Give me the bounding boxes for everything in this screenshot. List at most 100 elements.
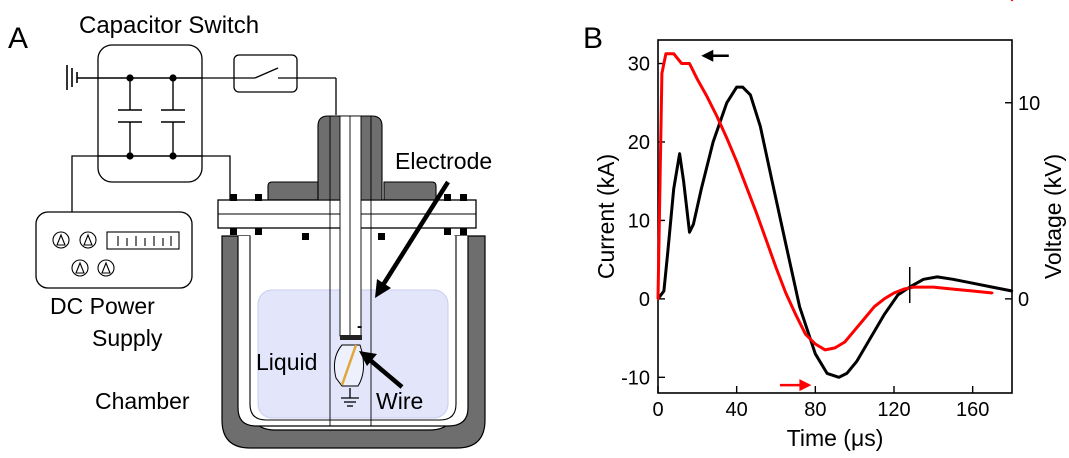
- electrode-label: Electrode: [395, 148, 492, 174]
- chamber-label: Chamber: [95, 388, 190, 414]
- series-2-point: [656, 297, 660, 301]
- ground-icon: [66, 65, 98, 90]
- series-1-point: [837, 376, 841, 379]
- series-2-point: [804, 332, 807, 336]
- series-2-point: [823, 348, 827, 352]
- x-axis-label: Time (μs): [787, 425, 884, 451]
- series-1-point: [700, 187, 703, 191]
- minus-sign: -: [357, 318, 362, 335]
- series-1-point: [688, 230, 691, 234]
- series-1-point: [692, 223, 695, 226]
- series-1-point: [896, 293, 900, 297]
- series-2-point: [725, 136, 729, 140]
- series-2-point: [755, 211, 758, 214]
- series-2-point: [892, 291, 896, 295]
- series-2-point: [814, 342, 817, 346]
- series-2-point: [764, 238, 768, 242]
- y-left-axis-label: Current (kA): [593, 154, 619, 279]
- capacitor-bank: [97, 44, 203, 183]
- series-1-point: [725, 101, 729, 104]
- y-left-tick-label: 30: [628, 54, 650, 76]
- series-2-point: [774, 266, 778, 269]
- series-2-point: [833, 346, 837, 350]
- series-1-point: [741, 85, 744, 89]
- series-1-point: [784, 242, 788, 246]
- series-1-point: [678, 152, 681, 155]
- series-1-point: [814, 352, 817, 355]
- series-line-1: [656, 85, 1013, 379]
- annotation-arrowhead-right: [799, 379, 812, 392]
- series-2-point: [843, 340, 847, 344]
- dc-power-label-line1: DC Power: [50, 293, 155, 319]
- electrode-arrow: [375, 180, 450, 298]
- dc-power-supply: [35, 211, 193, 289]
- series-1-point: [825, 372, 829, 375]
- series-1-point: [666, 250, 670, 253]
- y-right-tick-label: 0: [1018, 289, 1029, 311]
- y-right-axis-label: Voltage (kV): [1040, 154, 1066, 279]
- series-1-point: [922, 278, 925, 281]
- series-2-point: [873, 305, 876, 308]
- series-1-point: [855, 360, 858, 363]
- series-2-point: [680, 62, 683, 65]
- series-1-point: [882, 313, 886, 316]
- series-1-point: [936, 275, 939, 279]
- series-1-point: [749, 93, 752, 97]
- series-1-point: [869, 336, 872, 340]
- series-1-point: [845, 372, 848, 375]
- panel-b-letter: B: [583, 22, 603, 55]
- series-1-point: [735, 85, 738, 89]
- series-1-point: [991, 285, 994, 289]
- series-2-point: [882, 297, 886, 301]
- y-left-tick-label: 10: [628, 210, 650, 232]
- series-2-point: [794, 313, 797, 316]
- series-2-point: [688, 62, 691, 65]
- series-2-point: [715, 115, 719, 118]
- series-2-point: [672, 52, 675, 55]
- series-2-point: [735, 160, 738, 163]
- series-1-point: [711, 140, 715, 144]
- series-1-point: [798, 305, 801, 308]
- series-1-point: [662, 289, 666, 293]
- connection-wires: [71, 155, 231, 212]
- series-2-point: [853, 329, 856, 332]
- series-1-point: [971, 281, 974, 285]
- series-1-point: [672, 187, 675, 191]
- y-left-tick-label: -10: [621, 367, 650, 389]
- series-2-point: [784, 291, 788, 295]
- y-left-tick-label: 0: [639, 289, 650, 311]
- chamber-ground-icon: [341, 388, 359, 407]
- wire: [340, 344, 358, 386]
- annotation-arrowhead-left: [701, 49, 714, 62]
- series-1-point: [682, 180, 685, 183]
- series-1-point: [759, 125, 762, 128]
- x-tick-label: 40: [726, 399, 748, 421]
- series-2-point: [863, 317, 866, 320]
- dc-power-label-line2: Supply: [92, 325, 163, 351]
- x-tick-label: 80: [804, 399, 826, 421]
- capacitor-switch-label: Capacitor Switch: [79, 12, 259, 39]
- x-tick-label: 120: [877, 399, 910, 421]
- switch-icon: [202, 54, 337, 115]
- wire-label: Wire: [376, 388, 423, 414]
- series-2-point: [971, 289, 974, 293]
- series-1-point: [951, 278, 955, 281]
- plot-frame: [657, 39, 1013, 394]
- y-right-tick-label: 10: [1018, 93, 1040, 115]
- series-2-point: [912, 285, 915, 289]
- series-2-point: [705, 95, 709, 99]
- x-tick-label: 0: [652, 399, 663, 421]
- series-2-point: [745, 185, 748, 189]
- panel-a: A Capacitor Switch: [8, 12, 492, 449]
- series-2-point: [902, 287, 906, 291]
- series-2-point: [1010, 0, 1014, 2]
- series-1-point: [770, 180, 774, 183]
- y-left-tick-label: 20: [628, 132, 650, 154]
- series-2-point: [696, 78, 699, 81]
- series-2-point: [991, 291, 994, 295]
- liquid-label: Liquid: [256, 349, 317, 375]
